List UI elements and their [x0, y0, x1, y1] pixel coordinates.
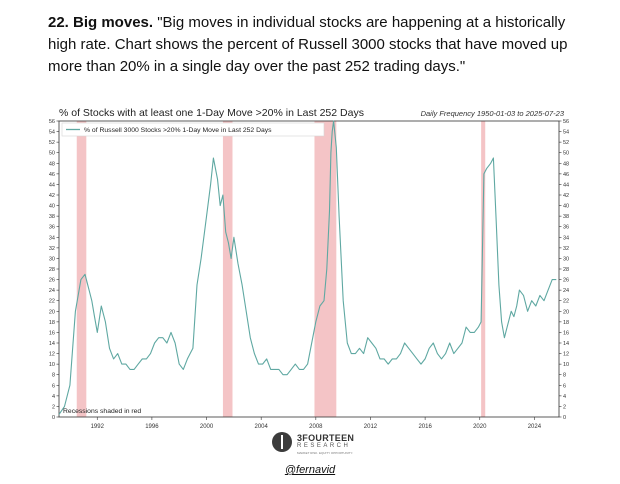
- post-body: "Big moves in individual stocks are happ…: [48, 14, 568, 75]
- author-handle-link[interactable]: @fernavid: [284, 464, 336, 476]
- y-tick-label-left: 46: [49, 172, 55, 178]
- y-tick-label-left: 28: [49, 267, 55, 273]
- y-tick-label-left: 56: [49, 119, 55, 125]
- y-tick-label-left: 20: [49, 309, 55, 315]
- series-line: [58, 120, 557, 415]
- y-tick-label-left: 50: [49, 151, 55, 157]
- y-tick-label-right: 42: [563, 193, 569, 199]
- y-tick-label-right: 40: [563, 204, 569, 210]
- logo-tagline: MARKET RISK. EQUITY OPPORTUNITY.: [297, 451, 353, 455]
- y-tick-label-right: 34: [563, 235, 569, 241]
- y-tick-label-left: 6: [52, 383, 55, 389]
- y-tick-label-right: 36: [563, 225, 569, 231]
- logo-sub: RESEARCH: [297, 443, 351, 449]
- y-tick-label-left: 16: [49, 330, 55, 336]
- x-tick-label: 1996: [145, 424, 159, 430]
- y-tick-label-right: 20: [563, 309, 569, 315]
- y-tick-label-right: 4: [563, 394, 566, 400]
- chart-subtitle: Daily Frequency 1950-01-03 to 2025-07-23: [421, 109, 565, 118]
- y-tick-label-right: 46: [563, 172, 569, 178]
- y-tick-label-left: 54: [49, 130, 55, 136]
- y-tick-label-right: 50: [563, 151, 569, 157]
- research-logo: 3FOURTEEN RESEARCH MARKET RISK. EQUITY O…: [272, 432, 355, 458]
- big-moves-chart: % of Stocks with at least one 1-Day Move…: [49, 107, 569, 430]
- y-tick-label-left: 42: [49, 193, 55, 199]
- x-tick-label: 2016: [418, 424, 432, 430]
- x-tick-label: 2024: [528, 424, 542, 430]
- y-tick-label-left: 40: [49, 204, 55, 210]
- y-tick-label-left: 8: [52, 373, 55, 379]
- y-tick-label-left: 52: [49, 140, 55, 146]
- y-tick-label-left: 48: [49, 161, 55, 167]
- recession-annotation: Recessions shaded in red: [63, 408, 141, 415]
- y-tick-label-left: 24: [49, 288, 55, 294]
- y-tick-label-right: 12: [563, 352, 569, 358]
- y-tick-label-right: 30: [563, 256, 569, 262]
- y-tick-label-right: 48: [563, 161, 569, 167]
- y-tick-label-left: 0: [52, 415, 55, 421]
- y-tick-label-right: 0: [563, 415, 566, 421]
- y-tick-label-right: 18: [563, 320, 569, 326]
- y-tick-label-left: 4: [52, 394, 55, 400]
- y-tick-label-right: 44: [563, 182, 569, 188]
- y-tick-label-left: 44: [49, 182, 55, 188]
- y-tick-label-right: 10: [563, 362, 569, 368]
- y-tick-label-left: 18: [49, 320, 55, 326]
- y-tick-label-right: 26: [563, 278, 569, 284]
- post-heading: 22. Big moves.: [48, 14, 154, 31]
- y-tick-label-left: 30: [49, 256, 55, 262]
- y-tick-label-right: 8: [563, 373, 566, 379]
- recession-band: [76, 121, 87, 417]
- y-tick-label-right: 38: [563, 214, 569, 220]
- y-tick-label-left: 2: [52, 404, 55, 410]
- x-tick-label: 2000: [200, 424, 214, 430]
- chart-container: % of Stocks with at least one 1-Day Move…: [40, 100, 580, 430]
- y-tick-label-right: 22: [563, 299, 569, 305]
- y-tick-label-left: 32: [49, 246, 55, 252]
- y-tick-label-right: 16: [563, 330, 569, 336]
- logo-name: 3FOURTEEN: [297, 433, 355, 443]
- legend-box: [61, 122, 325, 137]
- legend-label: % of Russell 3000 Stocks >20% 1-Day Move…: [84, 127, 272, 134]
- y-tick-label-left: 22: [49, 299, 55, 305]
- x-tick-label: 2012: [364, 424, 378, 430]
- chart-title: % of Stocks with at least one 1-Day Move…: [59, 107, 364, 119]
- recession-band: [222, 121, 233, 417]
- legend: % of Russell 3000 Stocks >20% 1-Day Move…: [61, 122, 325, 137]
- y-tick-label-left: 14: [49, 341, 55, 347]
- y-tick-label-right: 6: [563, 383, 566, 389]
- x-tick-label: 1992: [91, 424, 105, 430]
- y-tick-label-left: 26: [49, 278, 55, 284]
- y-tick-label-left: 12: [49, 352, 55, 358]
- recession-band: [481, 121, 486, 417]
- y-tick-label-right: 14: [563, 341, 569, 347]
- logo-mark-icon: [272, 432, 292, 452]
- x-tick-label: 2008: [309, 424, 323, 430]
- y-tick-label-right: 52: [563, 140, 569, 146]
- y-tick-label-right: 28: [563, 267, 569, 273]
- x-tick-label: 2020: [473, 424, 487, 430]
- y-tick-label-left: 36: [49, 225, 55, 231]
- y-tick-label-right: 54: [563, 130, 569, 136]
- x-tick-label: 2004: [255, 424, 269, 430]
- y-tick-label-left: 10: [49, 362, 55, 368]
- y-tick-label-right: 24: [563, 288, 569, 294]
- y-tick-label-right: 56: [563, 119, 569, 125]
- recession-band: [314, 121, 337, 417]
- y-tick-label-right: 2: [563, 404, 566, 410]
- y-tick-label-left: 34: [49, 235, 55, 241]
- post-text: 22. Big moves. "Big moves in individual …: [48, 12, 593, 78]
- y-tick-label-right: 32: [563, 246, 569, 252]
- y-tick-label-left: 38: [49, 214, 55, 220]
